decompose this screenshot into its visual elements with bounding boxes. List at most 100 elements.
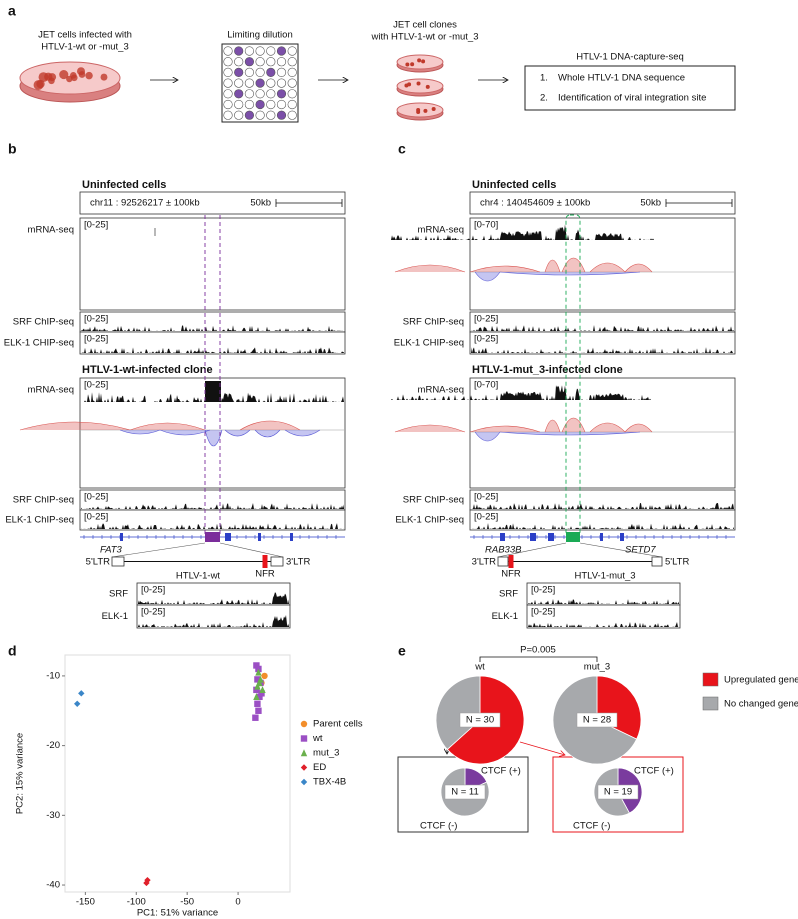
locus-box [79, 191, 346, 215]
point [261, 672, 268, 680]
x-tick-label: 0 [235, 897, 240, 908]
well [287, 67, 297, 77]
splice-arc [589, 262, 626, 273]
splice-arc [19, 421, 131, 431]
splice-arc [499, 271, 641, 276]
well [266, 57, 276, 67]
track-range: [0-25] [474, 334, 498, 345]
step-text: HTLV-1-wt or -mut_3 [41, 42, 128, 53]
well [223, 46, 233, 56]
nfr-label: NFR [255, 569, 275, 580]
track-name: ELK-1 CHIP-seq [394, 338, 464, 349]
track-name: SRF ChIP-seq [403, 317, 464, 328]
exon [620, 533, 624, 541]
ltr-label: 3'LTR [286, 557, 310, 568]
well [223, 99, 233, 110]
step-text: JET cell clones [393, 20, 457, 31]
pie-title: wt [474, 662, 485, 673]
pie-label-box [459, 712, 501, 728]
splice-arc [204, 429, 223, 447]
cell [44, 72, 53, 81]
well [223, 89, 233, 99]
exon [530, 533, 536, 541]
legend-swatch [702, 672, 719, 687]
step-text: with HTLV-1-wt or -mut_3 [371, 32, 479, 43]
insertion-site [205, 532, 220, 542]
ltr [497, 556, 509, 567]
cell [425, 84, 430, 89]
provirus-name: HTLV-1-wt [176, 571, 221, 582]
track-box [79, 489, 346, 511]
well [266, 67, 276, 77]
track-name: ELK-1 [102, 611, 128, 622]
track-box [79, 217, 346, 311]
splice-arc [224, 429, 251, 437]
category-label: CTCF (+) [481, 766, 521, 777]
coverage-track [471, 325, 734, 331]
y-tick-label: -40 [46, 880, 60, 891]
legend-marker [300, 720, 308, 728]
well [266, 89, 276, 99]
locus-box [469, 191, 736, 215]
track-range: [0-25] [84, 314, 108, 325]
exon [290, 533, 293, 541]
cell [85, 71, 93, 80]
splice-arc [284, 429, 321, 437]
well [234, 46, 244, 56]
scale-bar [665, 199, 733, 207]
splice-arc [544, 419, 561, 433]
y-tick-label: -30 [46, 810, 60, 821]
cell [78, 71, 86, 78]
significance-bracket [479, 656, 598, 662]
cell [404, 83, 409, 88]
coverage-track [391, 224, 654, 240]
track-range: [0-25] [84, 492, 108, 503]
pie-label-box [597, 784, 639, 800]
well [276, 110, 287, 120]
track-range: [0-25] [141, 585, 165, 596]
coverage-track [205, 381, 221, 402]
coverage-track [391, 385, 654, 400]
coverage-track [471, 347, 734, 353]
well [255, 46, 265, 56]
well [255, 110, 265, 120]
legend-marker [300, 778, 308, 786]
track-box [136, 604, 291, 629]
track-box [469, 331, 736, 355]
well [244, 99, 254, 110]
legend-label: Upregulated genes [724, 675, 798, 686]
track-range: [0-25] [84, 220, 108, 231]
track-box [79, 331, 346, 355]
track-name: SRF [109, 589, 128, 600]
point [259, 686, 266, 694]
exon [258, 533, 261, 541]
panel-label: c [398, 141, 406, 157]
well [244, 57, 254, 67]
coverage-track [138, 592, 289, 604]
pie-label: N = 30 [466, 715, 494, 726]
pie-slice [435, 675, 481, 751]
x-tick-label: -100 [127, 897, 146, 908]
track-range: [0-25] [84, 512, 108, 523]
point [252, 714, 259, 721]
step-text: Limiting dilution [227, 30, 292, 41]
point [254, 676, 261, 683]
panel-label: d [8, 643, 17, 659]
coverage-track [471, 503, 734, 509]
category-label: CTCF (+) [634, 766, 674, 777]
track-name: mRNA-seq [28, 385, 74, 396]
exon [600, 533, 603, 541]
track-range: [0-25] [474, 492, 498, 503]
track-range: [0-25] [531, 607, 555, 618]
legend-label: No changed genes [724, 699, 798, 710]
well [244, 89, 254, 99]
locus: chr11 : 92526217 ± 100kb [90, 198, 200, 209]
cell [417, 58, 422, 63]
point [255, 668, 262, 676]
panel-label: a [8, 3, 16, 19]
point [253, 693, 260, 701]
splice-arc [254, 429, 281, 438]
track-name: SRF ChIP-seq [13, 317, 74, 328]
legend-label: wt [312, 733, 323, 744]
zoom-line [111, 542, 284, 558]
